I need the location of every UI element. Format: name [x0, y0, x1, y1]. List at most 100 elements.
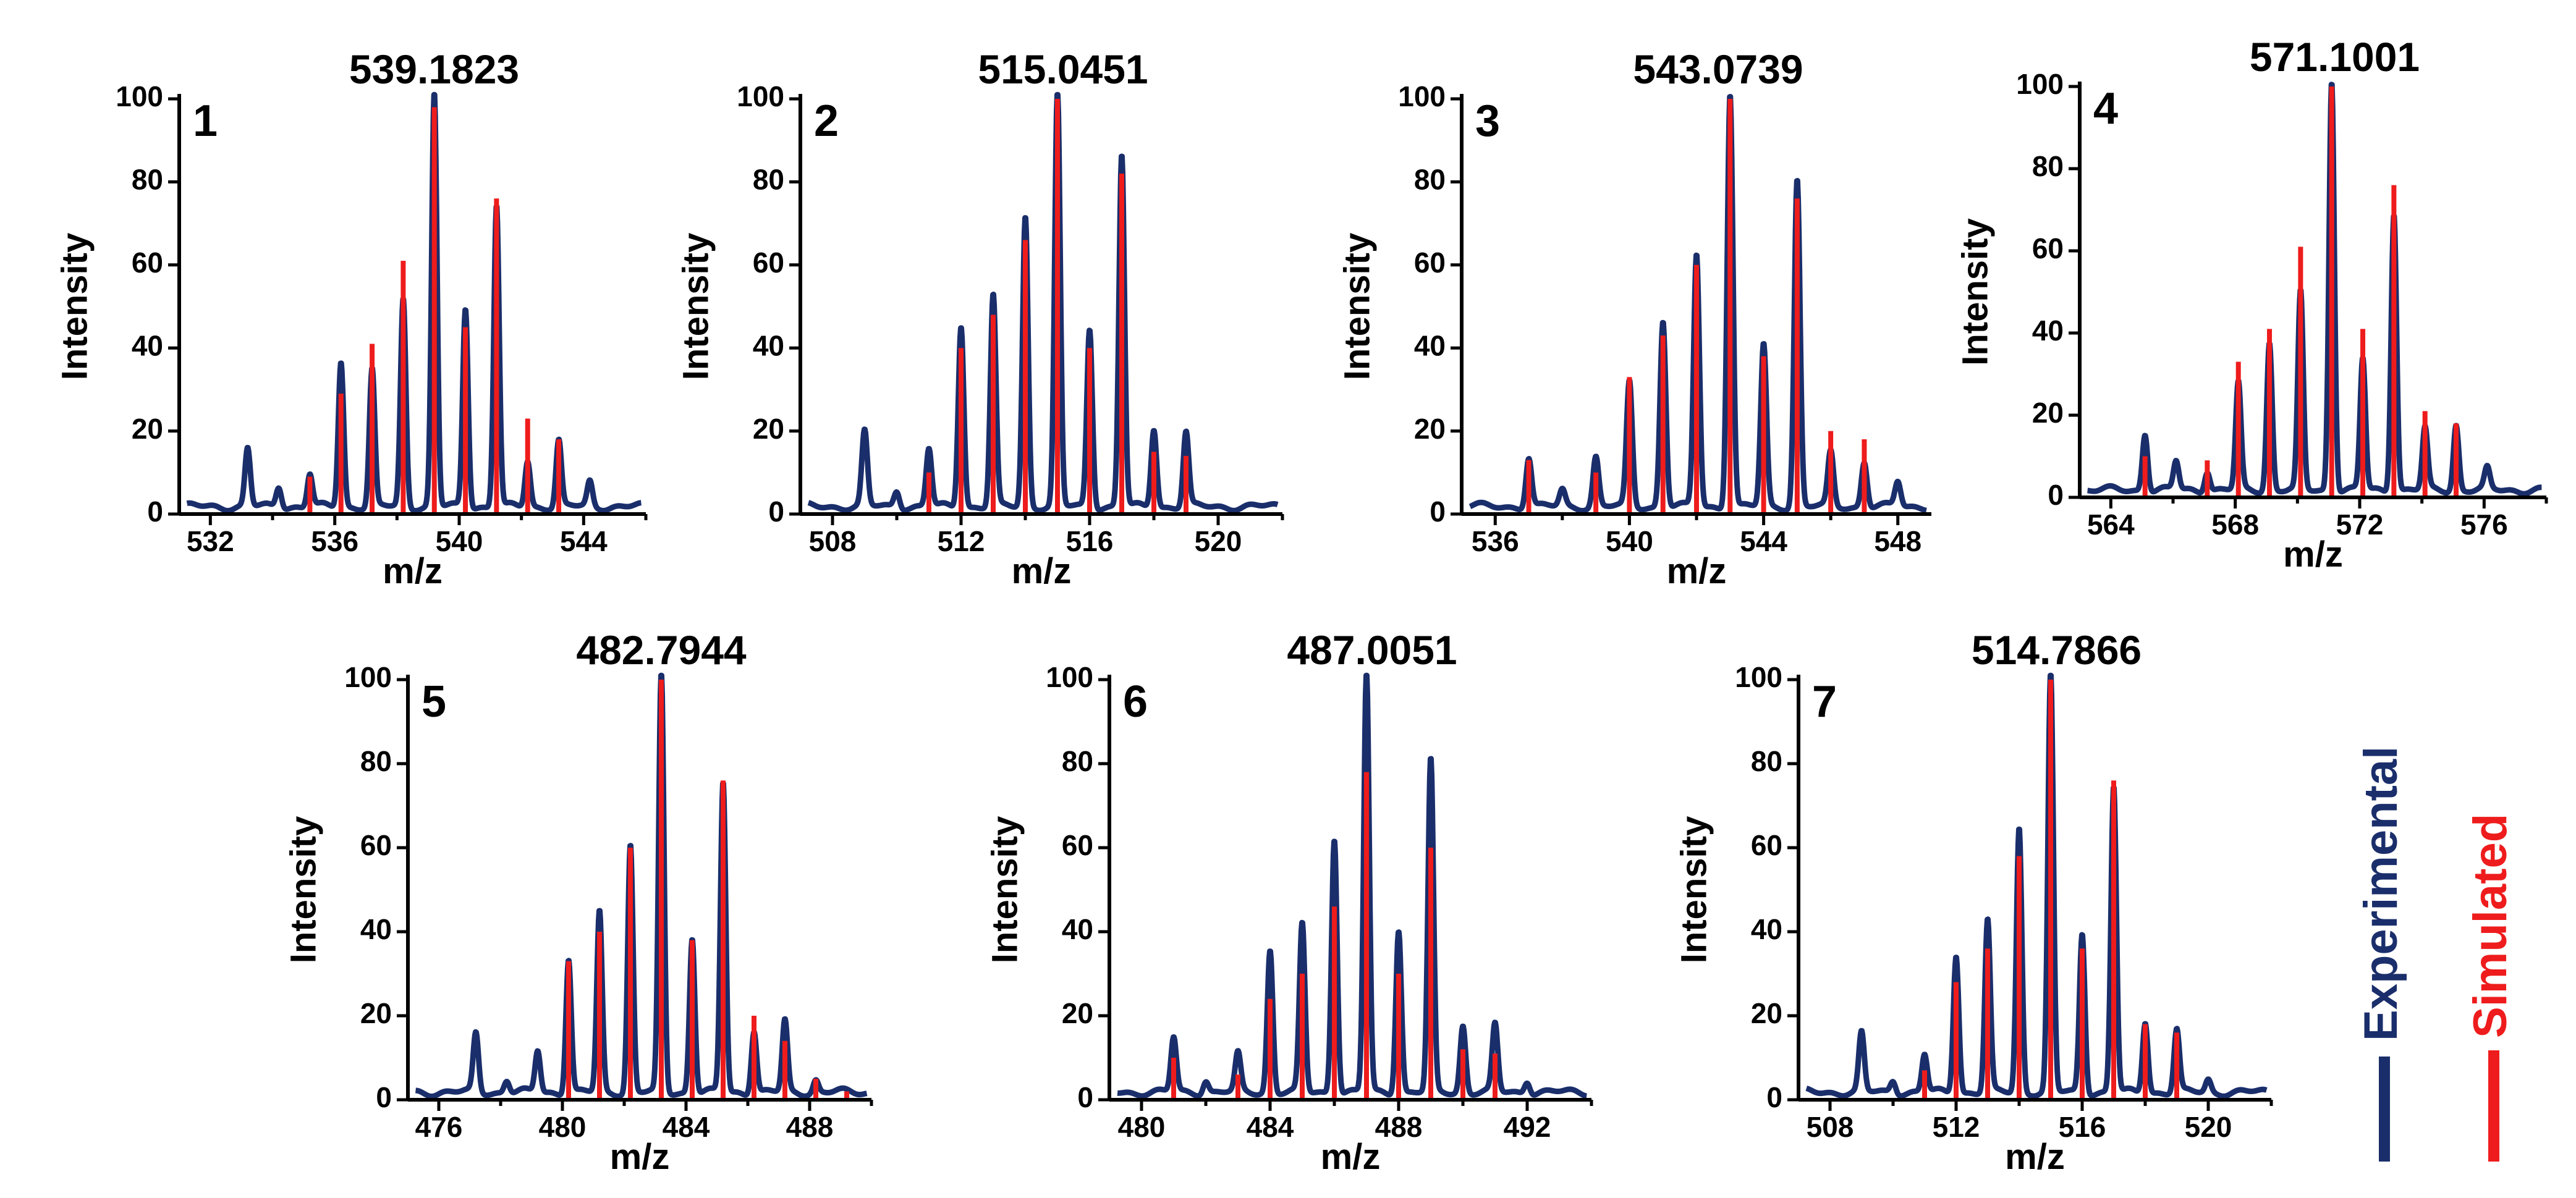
x-tick-label: 488	[1375, 1111, 1423, 1143]
legend-label-experimental: Experimental	[2355, 746, 2407, 1041]
experimental-trace	[806, 91, 1280, 513]
y-tick-label: 20	[1751, 997, 1782, 1029]
x-tick-label: 544	[560, 525, 608, 557]
x-axis-label: m/z	[383, 551, 443, 591]
x-tick-label: 512	[938, 525, 985, 557]
x-tick-label: 508	[1807, 1111, 1854, 1143]
x-tick-label: 520	[2185, 1111, 2232, 1143]
panel-number: 7	[1812, 677, 1837, 727]
panel-number: 5	[422, 677, 446, 727]
y-tick-label: 60	[132, 247, 163, 279]
y-tick-label: 20	[1414, 413, 1446, 445]
panel-number: 3	[1475, 96, 1500, 146]
panel-title: 543.0739	[1633, 46, 1803, 92]
y-tick-label: 100	[1046, 661, 1093, 693]
y-tick-label: 100	[2016, 68, 2064, 100]
x-tick-label: 520	[1195, 525, 1242, 557]
x-tick-label: 516	[1066, 525, 1114, 557]
y-tick-label: 0	[1077, 1081, 1093, 1113]
y-tick-label: 20	[1062, 997, 1093, 1029]
x-tick-label: 508	[809, 525, 857, 557]
x-tick-label: 480	[1118, 1111, 1166, 1143]
y-tick-label: 20	[2032, 397, 2064, 429]
y-tick-label: 80	[1062, 745, 1093, 777]
x-tick-label: 492	[1504, 1111, 1551, 1143]
x-tick-label: 540	[1606, 525, 1653, 557]
y-tick-label: 80	[132, 164, 163, 196]
x-tick-label: 480	[539, 1111, 587, 1143]
y-tick-label: 60	[753, 247, 784, 279]
y-tick-label: 0	[768, 496, 784, 528]
y-tick-label: 80	[1414, 164, 1446, 196]
y-tick-label: 40	[132, 329, 163, 361]
x-tick-label: 536	[1472, 525, 1519, 557]
y-tick-label: 80	[753, 164, 784, 196]
experimental-trace	[185, 91, 643, 514]
y-axis-label: Intensity	[1674, 816, 1714, 964]
y-axis-label: Intensity	[985, 816, 1025, 964]
y-tick-label: 40	[2032, 314, 2064, 347]
y-tick-label: 80	[360, 745, 392, 777]
y-tick-label: 60	[1414, 247, 1446, 279]
y-tick-label: 40	[753, 329, 784, 361]
y-tick-label: 60	[360, 829, 392, 861]
legend-label-simulated: Simulated	[2464, 814, 2517, 1038]
x-tick-label: 484	[663, 1111, 710, 1143]
panel-title: 515.0451	[978, 46, 1148, 92]
y-tick-label: 40	[1414, 329, 1446, 361]
x-tick-label: 476	[415, 1111, 463, 1143]
x-tick-label: 540	[436, 525, 483, 557]
x-tick-label: 536	[311, 525, 358, 557]
experimental-trace	[1115, 672, 1589, 1099]
x-tick-label: 512	[1933, 1111, 1980, 1143]
spectrum-panel-4: 0 20 40 60 80 100 564 568 572 576 m/z Intensity 4 571…	[1955, 34, 2548, 575]
y-tick-label: 40	[360, 913, 392, 945]
panel-number: 1	[193, 96, 218, 146]
y-tick-label: 0	[1766, 1081, 1782, 1113]
x-axis-label: m/z	[2283, 534, 2343, 575]
y-tick-label: 0	[376, 1081, 392, 1113]
legend-entry-simulated: Simulated	[2464, 814, 2517, 1162]
x-tick-label: 548	[1874, 525, 1921, 557]
panel-title: 571.1001	[2250, 34, 2420, 80]
spectrum-panel-1: 0 20 40 60 80 100 532 536 540 544 m/z Intensity 1 539…	[54, 46, 648, 591]
y-tick-label: 0	[147, 496, 163, 528]
x-tick-label: 572	[2336, 508, 2384, 541]
y-axis-label: Intensity	[54, 233, 95, 381]
y-tick-label: 20	[360, 997, 392, 1029]
experimental-trace	[413, 672, 869, 1099]
legend-entry-experimental: Experimental	[2355, 746, 2407, 1162]
y-tick-label: 100	[1735, 661, 1782, 693]
x-tick-label: 576	[2460, 508, 2508, 541]
y-tick-label: 60	[1062, 829, 1093, 861]
spectrum-panel-2: 0 20 40 60 80 100 508 512 516 520 m/z Intensity 2 515…	[676, 46, 1284, 591]
y-axis-label: Intensity	[676, 233, 716, 381]
y-tick-label: 100	[116, 80, 163, 112]
y-tick-label: 20	[132, 413, 163, 445]
y-tick-label: 20	[753, 413, 784, 445]
panel-title: 514.7866	[1972, 627, 2142, 673]
x-axis-label: m/z	[610, 1137, 670, 1177]
x-tick-label: 568	[2211, 508, 2259, 541]
panel-number: 2	[814, 96, 839, 146]
y-axis-label: Intensity	[1337, 233, 1377, 381]
y-tick-label: 100	[344, 661, 392, 693]
y-axis-label: Intensity	[283, 816, 323, 964]
spectrum-panel-3: 0 20 40 60 80 100 536 540 544 548 m/z Intensity 3 543…	[1337, 46, 1931, 591]
panel-number: 6	[1123, 677, 1148, 727]
x-axis-label: m/z	[1321, 1137, 1381, 1177]
panel-title: 539.1823	[349, 46, 519, 92]
panel-title: 482.7944	[576, 627, 747, 673]
x-tick-label: 516	[2059, 1111, 2106, 1143]
y-tick-label: 0	[2048, 479, 2064, 511]
y-tick-label: 80	[2032, 150, 2064, 182]
y-tick-label: 100	[1398, 80, 1446, 112]
y-tick-label: 60	[2032, 232, 2064, 264]
spectrum-panel-5: 0 20 40 60 80 100 476 480 484 488 m/z Intensity 5 482…	[283, 627, 873, 1177]
experimental-trace	[2085, 82, 2544, 497]
x-tick-label: 488	[786, 1111, 834, 1143]
x-axis-label: m/z	[2005, 1137, 2065, 1177]
